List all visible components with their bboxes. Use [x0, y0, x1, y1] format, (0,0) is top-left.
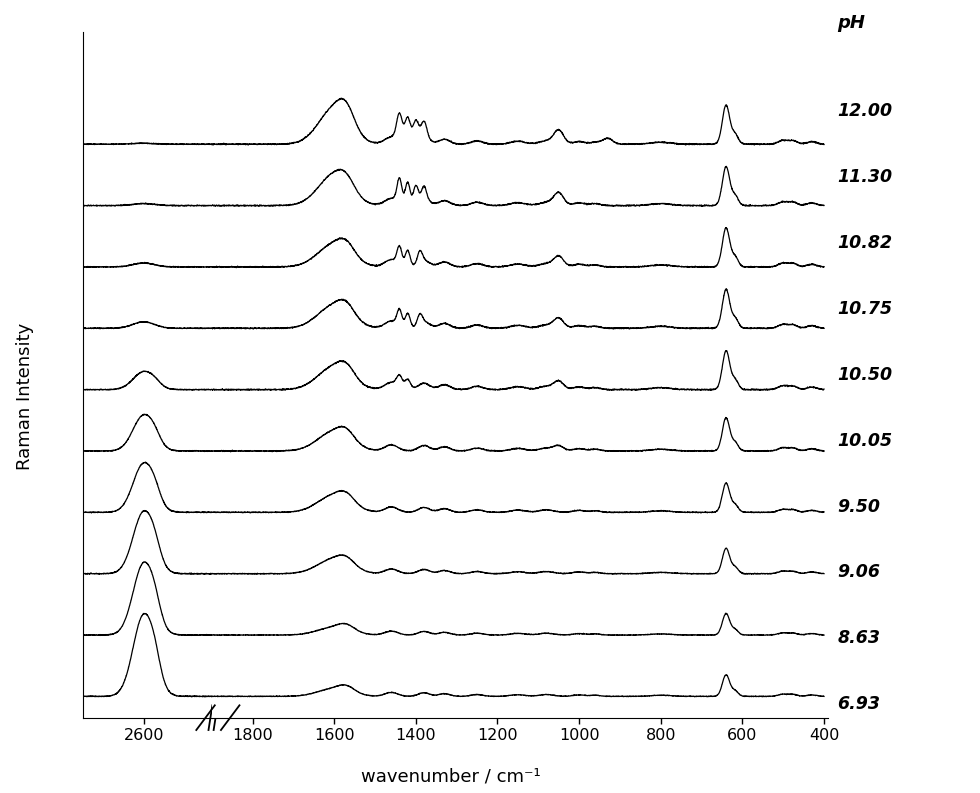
Text: 6.93: 6.93 — [837, 695, 880, 713]
Text: 10.50: 10.50 — [837, 366, 893, 384]
Text: 11.30: 11.30 — [837, 168, 893, 186]
Text: Raman Intensity: Raman Intensity — [16, 323, 33, 470]
Text: pH: pH — [837, 13, 865, 32]
Text: wavenumber / cm⁻¹: wavenumber / cm⁻¹ — [361, 767, 541, 785]
Text: 10.82: 10.82 — [837, 234, 893, 252]
Text: 12.00: 12.00 — [837, 102, 893, 121]
Text: 8.63: 8.63 — [837, 629, 880, 647]
Text: 10.05: 10.05 — [837, 431, 893, 450]
Text: 9.50: 9.50 — [837, 497, 880, 515]
Text: 9.06: 9.06 — [837, 563, 880, 581]
Text: 10.75: 10.75 — [837, 300, 893, 318]
